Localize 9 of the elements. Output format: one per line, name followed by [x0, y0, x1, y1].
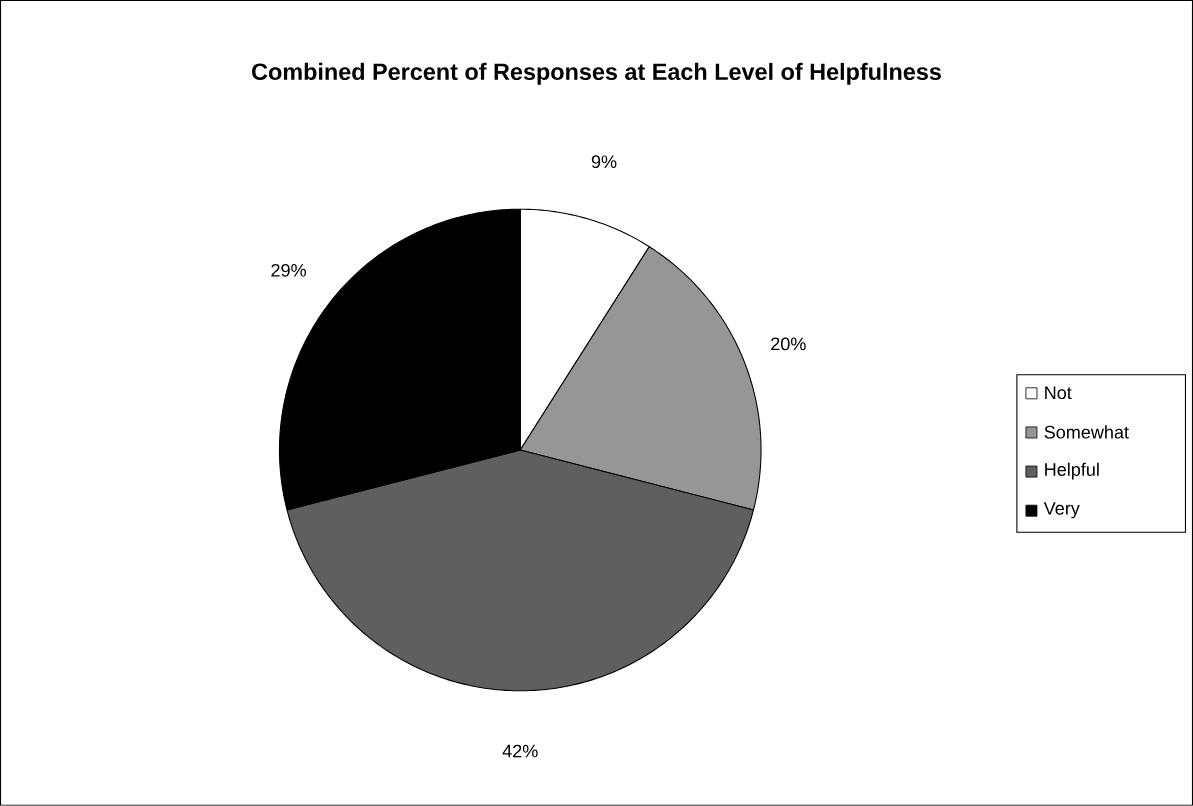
- data-label: 20%: [771, 337, 806, 351]
- data-label: 9%: [591, 155, 617, 169]
- data-label: 29%: [271, 264, 306, 277]
- data-label: 42%: [502, 744, 538, 758]
- chart-title: Combined Percent of Responses at Each Level of Helpfulness: [252, 62, 941, 85]
- legend-label: Very: [1043, 502, 1080, 519]
- legend-label: Helpful: [1045, 462, 1099, 480]
- legend-label: Not: [1045, 386, 1072, 400]
- legend-label: Somewhat: [1044, 425, 1129, 439]
